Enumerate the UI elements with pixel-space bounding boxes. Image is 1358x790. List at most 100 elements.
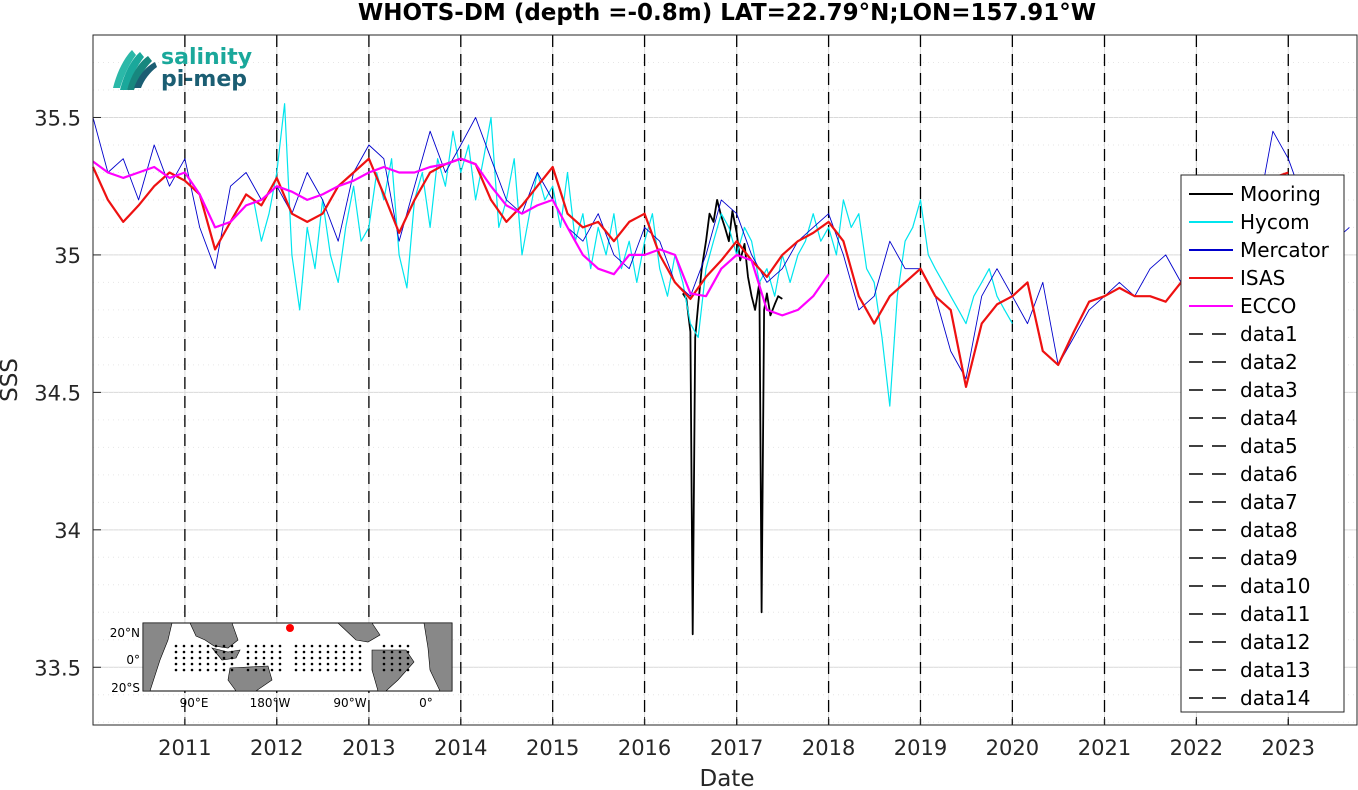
map-buoy-dot (190, 662, 194, 666)
x-tick-label: 2021 (1078, 736, 1131, 760)
series-group (91, 103, 1350, 636)
plot-frame (92, 34, 1358, 726)
map-buoy-dot (398, 668, 402, 672)
map-buoy-dot (398, 662, 402, 666)
x-tick-label: 2016 (618, 736, 671, 760)
map-buoy-dot (190, 644, 194, 648)
map-buoy-dot (222, 644, 226, 648)
map-buoy-dot (254, 656, 258, 660)
map-buoy-dot (262, 662, 266, 666)
map-buoy-dot (246, 662, 250, 666)
map-buoy-dot (382, 668, 386, 672)
map-buoy-dot (206, 662, 210, 666)
map-buoy-dot (214, 662, 218, 666)
legend-label-data9: data9 (1240, 546, 1298, 570)
x-tick-label: 2023 (1262, 736, 1315, 760)
map-buoy-dot (334, 668, 338, 672)
map-buoy-dot (222, 650, 226, 654)
x-tick-label: 2014 (434, 736, 487, 760)
map-buoy-dot (198, 656, 202, 660)
map-buoy-dot (398, 656, 402, 660)
map-buoy-dot (278, 662, 282, 666)
map-buoy-dot (334, 644, 338, 648)
map-buoy-dot (190, 656, 194, 660)
map-buoy-dot (390, 650, 394, 654)
map-buoy-dot (406, 656, 410, 660)
map-buoy-dot (382, 656, 386, 660)
logo-text-pimep: pi-mep (161, 67, 247, 92)
x-tick-label: 2019 (894, 736, 947, 760)
legend-label-data12: data12 (1240, 630, 1311, 654)
map-buoy-dot (182, 668, 186, 672)
map-buoy-dot (254, 644, 258, 648)
legend-label-data14: data14 (1240, 686, 1311, 710)
map-buoy-dot (270, 656, 274, 660)
y-axis-label: SSS (0, 358, 23, 402)
map-buoy-dot (350, 668, 354, 672)
map-buoy-dot (246, 656, 250, 660)
map-buoy-dot (190, 668, 194, 672)
map-buoy-dot (334, 656, 338, 660)
map-buoy-dot (278, 668, 282, 672)
map-buoy-dot (262, 650, 266, 654)
map-buoy-dot (326, 644, 330, 648)
map-buoy-dot (326, 650, 330, 654)
map-buoy-dot (382, 650, 386, 654)
map-buoy-dot (198, 644, 202, 648)
legend-box (1180, 174, 1345, 713)
salinity-pimep-logo: salinity pi-mep (113, 45, 252, 92)
map-buoy-dot (262, 656, 266, 660)
map-buoy-dot (326, 668, 330, 672)
map-buoy-dot (278, 644, 282, 648)
x-tick-label: 2015 (526, 736, 579, 760)
logo-text-salinity: salinity (161, 45, 252, 70)
map-buoy-dot (334, 662, 338, 666)
plot-area (93, 35, 1357, 725)
map-buoy-dot (350, 656, 354, 660)
map-buoy-dot (382, 644, 386, 648)
map-buoy-dot (174, 644, 178, 648)
map-buoy-dot (294, 656, 298, 660)
legend: Mooring Hycom Mercator ISAS ECCO data1 data2 da… (1180, 174, 1345, 713)
map-buoy-dot (398, 650, 402, 654)
map-buoy-dot (294, 644, 298, 648)
legend-label-ecco: ECCO (1240, 294, 1296, 318)
series-line-ecco (92, 157, 830, 317)
map-buoy-dot (342, 668, 346, 672)
map-buoy-dot (262, 644, 266, 648)
map-buoy-dot (318, 650, 322, 654)
legend-label-data6: data6 (1240, 462, 1298, 486)
map-lat-label-0: 0° (126, 653, 140, 667)
legend-label-data3: data3 (1240, 378, 1298, 402)
map-buoy-dot (254, 668, 258, 672)
legend-label-data5: data5 (1240, 434, 1298, 458)
map-buoy-dot (318, 656, 322, 660)
map-buoy-dot (230, 650, 234, 654)
map-buoy-dot (230, 668, 234, 672)
map-buoy-dot (262, 668, 266, 672)
map-lat-label-20n: 20°N (110, 626, 140, 640)
y-tick-label: 35.5 (34, 106, 81, 130)
legend-label-data2: data2 (1240, 350, 1298, 374)
map-buoy-dot (358, 650, 362, 654)
map-lat-label-20s: 20°S (111, 681, 140, 695)
map-buoy-dot (310, 662, 314, 666)
map-buoy-dot (406, 644, 410, 648)
inset-map: 20°N 0° 20°S 90°E 180°W 90°W 0° (110, 622, 453, 710)
map-buoy-dot (310, 668, 314, 672)
map-buoy-dot (342, 644, 346, 648)
map-buoy-dot (302, 668, 306, 672)
map-buoy-dot (222, 656, 226, 660)
map-buoy-dot (198, 668, 202, 672)
legend-label-data13: data13 (1240, 658, 1311, 682)
australia-landmass (227, 665, 273, 692)
map-buoy-dot (318, 668, 322, 672)
x-axis-label: Date (700, 766, 755, 790)
map-buoy-dot (326, 662, 330, 666)
map-lon-label-0: 0° (419, 696, 433, 710)
map-buoy-dot (222, 668, 226, 672)
map-buoy-dot (390, 668, 394, 672)
legend-label-data11: data11 (1240, 602, 1311, 626)
map-buoy-dot (222, 662, 226, 666)
